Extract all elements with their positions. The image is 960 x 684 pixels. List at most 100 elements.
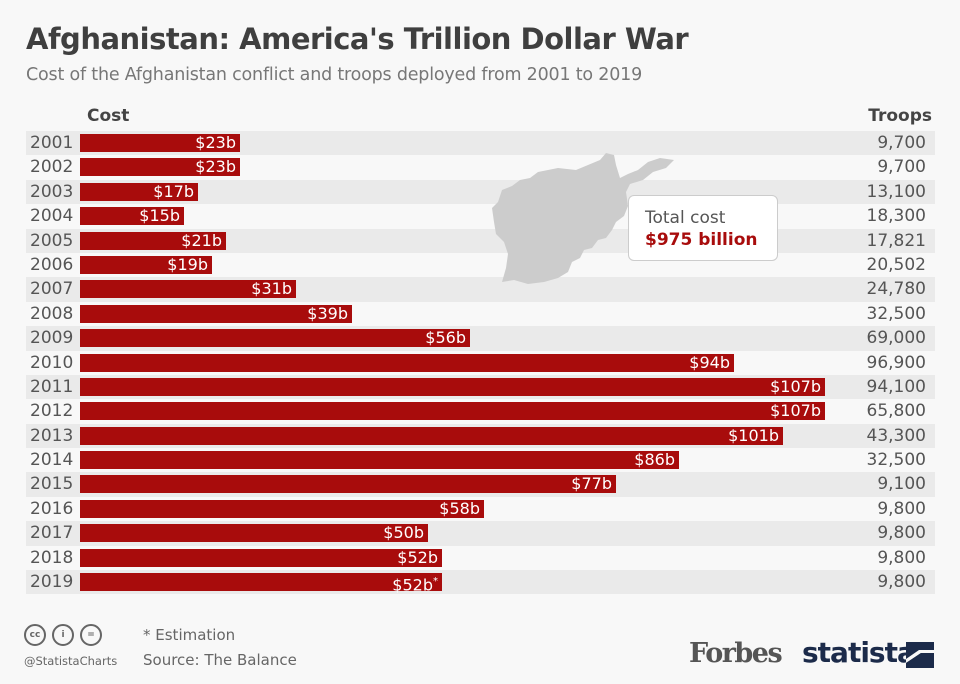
troops-value: 32,500 <box>866 450 926 471</box>
cost-bar: $39b <box>80 304 352 323</box>
troops-value: 96,900 <box>866 352 926 373</box>
chart-row: 2016 $58b 9,800 <box>26 496 935 522</box>
no-derivatives-icon[interactable]: = <box>80 624 102 646</box>
year-label: 2002 <box>30 157 74 178</box>
chart-row: 2003 $17b 13,100 <box>26 179 935 205</box>
troops-value: 9,800 <box>877 572 926 593</box>
troops-value: 32,500 <box>866 303 926 324</box>
cost-label: $23b <box>195 133 236 152</box>
chart-rows: 2001 $23b 9,700 2002 $23b 9,700 2003 $17b 13,100… <box>26 131 935 595</box>
troops-value: 9,700 <box>877 133 926 153</box>
chart-row: 2007 $31b 24,780 <box>26 277 935 302</box>
cost-bar: $31b <box>80 279 296 299</box>
chart-row: 2001 $23b 9,700 <box>26 131 935 156</box>
troops-value: 20,502 <box>866 254 926 275</box>
callout-value: $975 billion <box>645 230 758 250</box>
afghanistan-map-icon <box>492 153 674 284</box>
year-label: 2018 <box>30 547 74 568</box>
cost-label: $50b <box>383 523 424 543</box>
cost-label: $107b <box>770 376 821 396</box>
year-label: 2009 <box>30 328 74 349</box>
troops-value: 9,100 <box>877 474 926 495</box>
chart-row: 2010 $94b 96,900 <box>26 350 935 375</box>
year-label: 2007 <box>30 279 74 300</box>
cost-bar: $94b <box>80 352 734 372</box>
cost-label: $19b <box>167 254 208 274</box>
cc-icon[interactable]: cc <box>24 624 46 646</box>
chart-row: 2011 $107b 94,100 <box>26 374 935 400</box>
year-label: 2014 <box>30 450 74 471</box>
chart-row: 2012 $107b 65,800 <box>26 399 935 424</box>
chart-row: 2019 $52b* 9,800 <box>26 570 935 595</box>
estimation-note: * Estimation <box>143 626 236 644</box>
year-label: 2019 <box>30 572 74 593</box>
chart-row: 2008 $39b 32,500 <box>26 301 935 327</box>
year-label: 2010 <box>30 352 74 373</box>
year-label: 2004 <box>30 206 74 227</box>
cost-label: $86b <box>634 450 675 470</box>
cost-label: $101b <box>728 425 779 445</box>
cost-bar: $52b <box>80 547 442 567</box>
cost-bar: $50b <box>80 523 428 543</box>
cost-bar: $15b <box>80 206 184 226</box>
year-label: 2001 <box>30 133 74 153</box>
chart-row: 2015 $77b 9,100 <box>26 472 935 497</box>
troops-value: 18,300 <box>866 206 926 227</box>
troops-value: 43,300 <box>866 425 926 446</box>
troops-column-header: Troops <box>868 106 932 126</box>
cost-column-header: Cost <box>87 106 130 126</box>
year-label: 2015 <box>30 474 74 495</box>
chart-row: 2006 $19b 20,502 <box>26 252 935 278</box>
cost-label: $52b <box>397 547 438 567</box>
troops-value: 9,800 <box>877 523 926 544</box>
statista-handle[interactable]: @StatistaCharts <box>24 654 118 668</box>
statista-logo[interactable]: statista <box>802 636 916 669</box>
chart-subtitle: Cost of the Afghanistan conflict and tro… <box>26 65 643 85</box>
cost-label: $31b <box>251 279 292 299</box>
cost-bar: $23b <box>80 133 240 152</box>
chart-row: 2013 $101b 43,300 <box>26 423 935 449</box>
year-label: 2012 <box>30 401 74 422</box>
troops-value: 9,700 <box>877 157 926 178</box>
cost-bar: $107b <box>80 376 825 396</box>
year-label: 2011 <box>30 376 74 397</box>
cost-bar: $77b <box>80 474 616 494</box>
troops-value: 94,100 <box>866 376 926 397</box>
source-label[interactable]: Source: The Balance <box>143 651 297 669</box>
cost-label: $17b <box>153 181 194 201</box>
year-label: 2013 <box>30 425 74 446</box>
forbes-logo[interactable]: Forbes <box>689 638 783 669</box>
cost-label: $58b <box>439 498 480 518</box>
cost-bar: $86b <box>80 450 679 470</box>
cost-label: $56b <box>425 328 466 348</box>
cost-label: $23b <box>195 157 236 177</box>
cost-bar: $23b <box>80 157 240 177</box>
chart-row: 2017 $50b 9,800 <box>26 521 935 546</box>
cost-bar: $19b <box>80 254 212 274</box>
year-label: 2008 <box>30 303 74 324</box>
callout-title: Total cost <box>645 208 726 228</box>
attribution-icon[interactable]: i <box>52 624 74 646</box>
cost-bar: $52b* <box>80 573 442 594</box>
troops-value: 69,000 <box>866 328 926 349</box>
troops-value: 17,821 <box>866 230 926 251</box>
statista-logo-icon[interactable] <box>906 642 934 668</box>
cost-label: $77b <box>571 474 612 494</box>
cost-label: $94b <box>689 352 730 372</box>
troops-value: 65,800 <box>866 401 926 422</box>
cost-label: $107b <box>770 401 821 421</box>
cost-bar: $101b <box>80 425 783 445</box>
troops-value: 13,100 <box>866 181 926 202</box>
chart-row: 2004 $15b 18,300 <box>26 204 935 229</box>
chart-row: 2009 $56b 69,000 <box>26 326 935 351</box>
cost-bar: $58b <box>80 498 484 518</box>
license-icons[interactable]: cc i = <box>24 624 102 646</box>
cost-bar: $107b <box>80 401 825 421</box>
cost-label: $21b <box>181 230 222 250</box>
cost-bar: $17b <box>80 181 198 201</box>
year-label: 2016 <box>30 498 74 519</box>
year-label: 2003 <box>30 181 74 202</box>
chart-row: 2014 $86b 32,500 <box>26 448 935 473</box>
total-cost-callout: Total cost $975 billion <box>628 195 778 261</box>
cost-label: $15b <box>139 206 180 226</box>
